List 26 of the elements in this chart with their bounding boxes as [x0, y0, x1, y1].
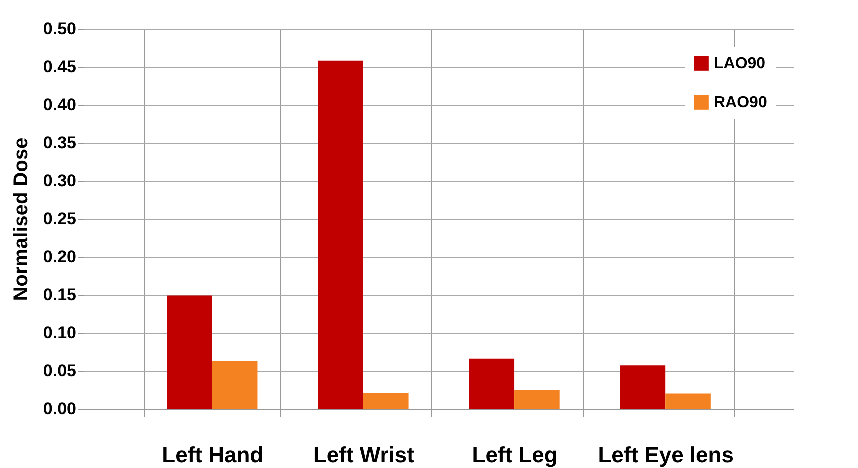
y-tick-label: 0.50 [43, 20, 76, 38]
x-tick-label: Left Hand [162, 442, 264, 468]
y-tick-label: 0.00 [43, 400, 76, 418]
x-tick-label: Left Leg [472, 442, 558, 468]
y-tick-label: 0.35 [43, 134, 76, 152]
bar [318, 60, 364, 409]
bar [167, 296, 212, 409]
bar [212, 361, 258, 409]
legend-label: RAO90 [714, 94, 768, 112]
y-tick-label: 0.30 [43, 172, 76, 190]
y-tick-label: 0.25 [43, 210, 76, 228]
bar [666, 394, 711, 409]
y-tick-label: 0.10 [43, 324, 76, 342]
y-tick-label: 0.40 [43, 96, 76, 114]
y-tick-label: 0.05 [43, 362, 76, 380]
x-tick-label: Left Eye lens [598, 442, 734, 468]
y-tick-label: 0.15 [43, 286, 76, 304]
bar [620, 366, 666, 409]
y-tick-label: 0.45 [43, 58, 76, 76]
bar [469, 358, 515, 409]
x-tick-label: Left Wrist [313, 442, 416, 468]
bar [363, 393, 409, 409]
legend-label: LAO90 [714, 56, 766, 72]
y-axis-title: Normalised Dose [10, 138, 32, 302]
bar [514, 390, 560, 409]
y-tick-label: 0.20 [43, 248, 76, 266]
